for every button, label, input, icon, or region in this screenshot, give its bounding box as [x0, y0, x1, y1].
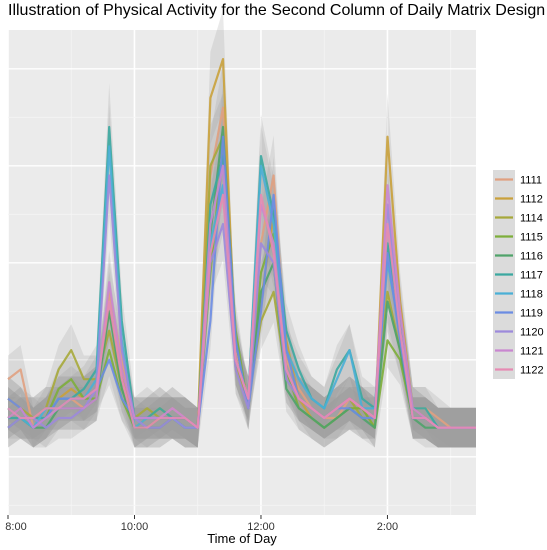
legend-label-1111: 1111 — [520, 175, 542, 187]
plot-panel — [8, 30, 476, 515]
x-tick-label: 12:00 — [247, 521, 275, 533]
x-tick-label: 2:00 — [377, 521, 398, 533]
legend-label-1115: 1115 — [520, 232, 543, 244]
legend-label-1118: 1118 — [520, 289, 543, 301]
legend: 1111 1112 1114 1115 1116 1117 1118 1119 1120 1121… — [493, 170, 544, 379]
legend-label-1119: 1119 — [520, 308, 543, 320]
legend-label-1116: 1116 — [520, 251, 543, 263]
legend-label-1112: 1112 — [520, 194, 543, 206]
legend-label-1122: 1122 — [520, 365, 544, 377]
x-tick-label: 10:00 — [121, 521, 149, 533]
legend-label-1120: 1120 — [520, 327, 544, 339]
chart-title: Illustration of Physical Activity for th… — [8, 2, 546, 19]
series-lines — [7, 57, 476, 429]
legend-label-1121: 1121 — [520, 346, 544, 358]
x-axis-title: Time of Day — [207, 531, 277, 546]
legend-label-1114: 1114 — [520, 213, 543, 225]
legend-label-1117: 1117 — [520, 270, 543, 282]
x-axis: 8:00 10:00 12:00 2:00 — [5, 515, 398, 533]
grid-lines — [7, 30, 476, 515]
series-line-1122 — [7, 193, 476, 429]
x-tick-label: 8:00 — [5, 521, 26, 533]
